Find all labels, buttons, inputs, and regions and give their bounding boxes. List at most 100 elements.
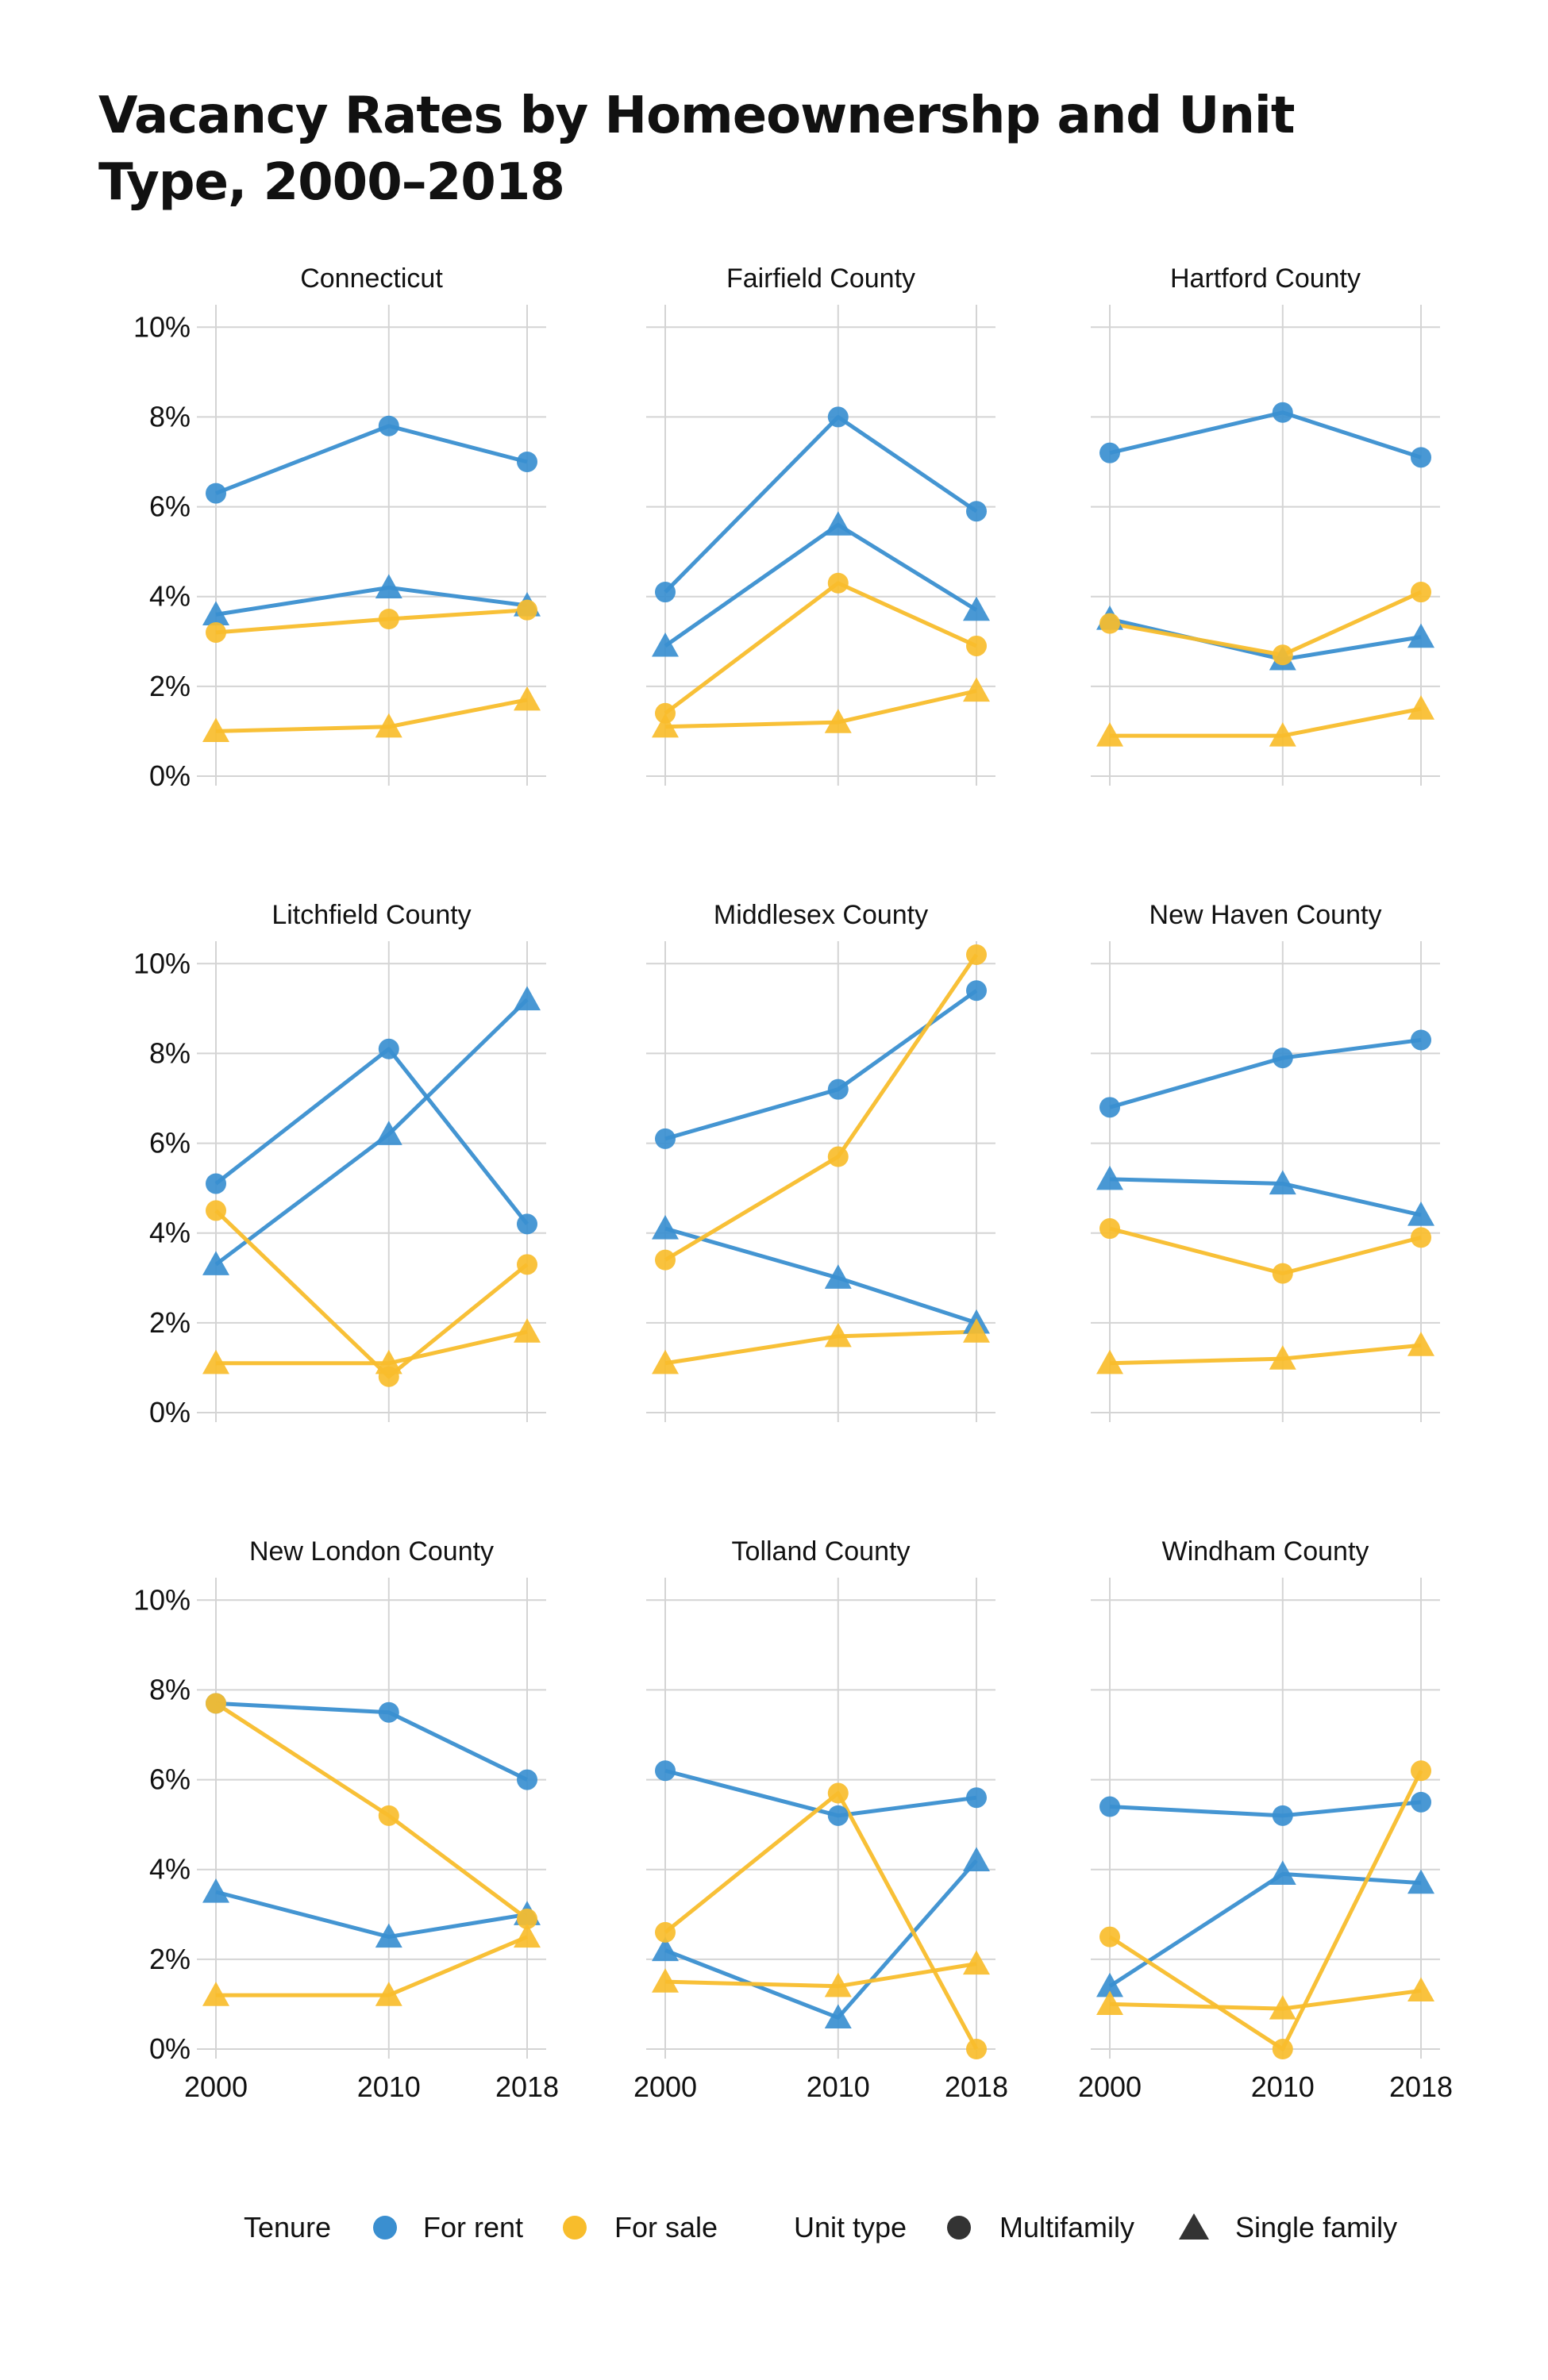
y-tick-label: 4% bbox=[149, 1217, 191, 1249]
multifamily-point bbox=[517, 1213, 537, 1235]
series-line bbox=[664, 414, 978, 594]
multifamily-point bbox=[1099, 1796, 1120, 1817]
series-line bbox=[216, 1935, 528, 1997]
multifamily-point bbox=[517, 1908, 537, 1929]
multifamily-point bbox=[517, 599, 537, 621]
single-family-point bbox=[1096, 1165, 1123, 1190]
series-line bbox=[664, 581, 978, 715]
multifamily-point bbox=[206, 1693, 226, 1714]
multifamily-point bbox=[966, 980, 987, 1002]
series-line bbox=[215, 1890, 528, 1940]
single-family-point bbox=[1407, 1332, 1434, 1356]
y-tick-label: 10% bbox=[133, 310, 191, 343]
facet-panel: Windham County 2000 2010 2018 bbox=[1078, 1536, 1453, 2103]
series-line bbox=[215, 585, 528, 617]
multifamily-point bbox=[1411, 1791, 1431, 1813]
multifamily-point bbox=[517, 1769, 537, 1790]
single-family-point bbox=[1407, 1202, 1434, 1226]
x-tick-label: 2018 bbox=[945, 2070, 1008, 2103]
x-tick-label: 2010 bbox=[1251, 2070, 1315, 2103]
x-tick-label: 2018 bbox=[1389, 2070, 1453, 2103]
x-tick-label: 2000 bbox=[1078, 2070, 1142, 2103]
x-tick-label: 2010 bbox=[807, 2070, 870, 2103]
x-tick-label: 2000 bbox=[633, 2070, 697, 2103]
single-family-point bbox=[375, 574, 402, 598]
legend-single-family-key bbox=[1179, 2213, 1209, 2240]
facet-label: Litchfield County bbox=[271, 900, 471, 930]
single-family-point bbox=[652, 713, 679, 738]
single-family-point bbox=[1269, 1860, 1296, 1885]
single-family-point bbox=[1407, 623, 1434, 648]
multifamily-point bbox=[1272, 644, 1293, 666]
y-tick-label: 6% bbox=[149, 1127, 191, 1159]
multifamily-point bbox=[827, 406, 849, 428]
single-family-point bbox=[1269, 1995, 1296, 2020]
single-family-point bbox=[1096, 1972, 1123, 1997]
multifamily-point bbox=[1099, 1926, 1120, 1947]
multifamily-point bbox=[1099, 442, 1120, 463]
single-family-point bbox=[963, 677, 990, 702]
series-line bbox=[664, 1859, 978, 2020]
series-line bbox=[215, 608, 528, 635]
multifamily-point bbox=[206, 1200, 226, 1221]
x-tick-label: 2010 bbox=[357, 2070, 421, 2103]
y-tick-label: 4% bbox=[149, 580, 191, 613]
y-tick-label: 0% bbox=[149, 1396, 191, 1428]
multifamily-point bbox=[378, 1805, 399, 1826]
facet-panel: Litchfield County 0% 2% 4% 6% 8% 10% bbox=[133, 900, 546, 1428]
multifamily-point bbox=[378, 609, 399, 629]
series-line bbox=[1109, 1037, 1422, 1109]
single-family-point bbox=[514, 686, 541, 711]
single-family-point bbox=[963, 1318, 990, 1343]
series-line bbox=[215, 698, 528, 733]
single-family-point bbox=[963, 1847, 990, 1871]
series-line bbox=[664, 953, 979, 1262]
single-family-point bbox=[652, 1936, 679, 1962]
multifamily-point bbox=[1099, 1218, 1120, 1240]
facet-label: Tolland County bbox=[732, 1536, 911, 1567]
y-tick-label: 4% bbox=[149, 1853, 191, 1886]
single-family-point bbox=[375, 1923, 402, 1948]
series-line bbox=[1109, 1800, 1422, 1818]
y-tick-label: 2% bbox=[149, 1943, 191, 1975]
multifamily-point bbox=[206, 621, 226, 643]
y-tick-label: 0% bbox=[149, 759, 191, 792]
y-tick-label: 6% bbox=[149, 1763, 191, 1796]
series-line bbox=[214, 1701, 529, 1921]
multifamily-point bbox=[655, 1128, 676, 1149]
series-line bbox=[215, 424, 528, 495]
legend-multifamily-label: Multifamily bbox=[999, 2211, 1134, 2244]
single-family-point bbox=[824, 1264, 852, 1289]
multifamily-point bbox=[378, 1701, 399, 1723]
multifamily-point bbox=[655, 1249, 676, 1271]
multifamily-point bbox=[517, 1254, 537, 1275]
y-tick-label: 8% bbox=[149, 1673, 191, 1705]
single-family-point bbox=[652, 1215, 679, 1240]
facet-panel: Middlesex County bbox=[646, 900, 995, 1422]
multifamily-point bbox=[1272, 1263, 1293, 1284]
multifamily-point bbox=[1272, 1805, 1293, 1826]
multifamily-point bbox=[827, 572, 849, 594]
series-line bbox=[1109, 1988, 1422, 2011]
multifamily-point bbox=[1272, 2039, 1293, 2059]
single-family-point bbox=[202, 1878, 229, 1903]
single-family-point bbox=[202, 1982, 229, 2006]
single-family-point bbox=[202, 1349, 229, 1375]
multifamily-point bbox=[1411, 447, 1431, 468]
series-line bbox=[214, 1209, 529, 1379]
single-family-point bbox=[1407, 695, 1434, 720]
legend-for-sale-label: For sale bbox=[614, 2211, 718, 2244]
single-family-point bbox=[202, 1251, 229, 1275]
single-family-point bbox=[202, 717, 229, 743]
multifamily-point bbox=[827, 1805, 849, 1826]
multifamily-point bbox=[206, 1173, 226, 1194]
single-family-point bbox=[652, 1349, 679, 1375]
y-tick-label: 0% bbox=[149, 2032, 191, 2065]
single-family-point bbox=[375, 1349, 402, 1375]
multifamily-point bbox=[827, 1078, 849, 1100]
multifamily-point bbox=[1099, 613, 1120, 634]
multifamily-point bbox=[517, 452, 537, 472]
facet-label: Middlesex County bbox=[714, 900, 928, 930]
y-tick-label: 8% bbox=[149, 1036, 191, 1069]
